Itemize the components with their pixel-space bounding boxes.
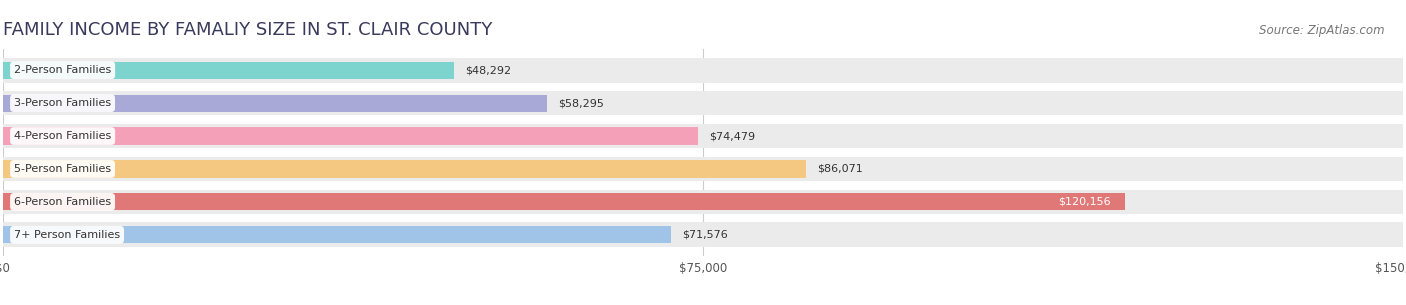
Text: $58,295: $58,295 xyxy=(558,98,605,108)
Text: $120,156: $120,156 xyxy=(1057,197,1111,207)
Bar xyxy=(3,226,671,243)
Text: 7+ Person Families: 7+ Person Families xyxy=(14,230,120,240)
Bar xyxy=(3,95,547,112)
Bar xyxy=(3,156,1403,181)
Bar xyxy=(3,91,1403,116)
Text: 2-Person Families: 2-Person Families xyxy=(14,65,111,75)
Bar xyxy=(3,124,1403,149)
Bar xyxy=(3,193,1125,210)
Bar xyxy=(3,58,1403,83)
Bar xyxy=(3,189,1403,214)
Text: FAMILY INCOME BY FAMALIY SIZE IN ST. CLAIR COUNTY: FAMILY INCOME BY FAMALIY SIZE IN ST. CLA… xyxy=(3,21,492,39)
Text: 3-Person Families: 3-Person Families xyxy=(14,98,111,108)
Text: 5-Person Families: 5-Person Families xyxy=(14,164,111,174)
Bar xyxy=(3,127,699,145)
Text: $71,576: $71,576 xyxy=(682,230,728,240)
Text: Source: ZipAtlas.com: Source: ZipAtlas.com xyxy=(1260,24,1385,38)
Text: $74,479: $74,479 xyxy=(710,131,755,141)
Bar xyxy=(3,62,454,79)
Text: 6-Person Families: 6-Person Families xyxy=(14,197,111,207)
Text: $86,071: $86,071 xyxy=(817,164,863,174)
Bar xyxy=(3,160,807,178)
Bar xyxy=(3,222,1403,247)
Text: $48,292: $48,292 xyxy=(465,65,510,75)
Text: 4-Person Families: 4-Person Families xyxy=(14,131,111,141)
